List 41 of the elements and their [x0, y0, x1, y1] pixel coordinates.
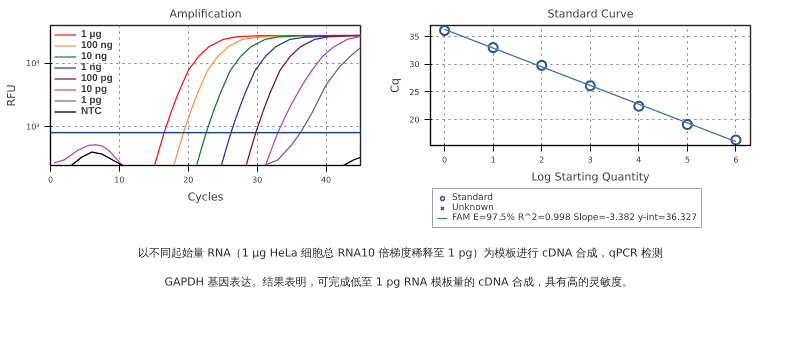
- y-axis-title: RFU: [5, 84, 18, 107]
- line-series: [245, 34, 360, 166]
- legend-label: 1 pg: [81, 95, 102, 106]
- y-tick-label: 25: [409, 88, 420, 97]
- y-tick-label: 10⁴: [26, 59, 40, 68]
- x-tick-label: 10: [114, 176, 124, 184]
- y-tick-label: 30: [409, 60, 420, 70]
- y-tick-label: 10³: [26, 122, 40, 132]
- legend-label: 1 μg: [81, 29, 102, 40]
- x-tick-label: 0: [442, 156, 448, 164]
- legend-label: NTC: [81, 106, 102, 117]
- x-tick-label: 40: [320, 176, 332, 184]
- legend-label: 100 pg: [81, 73, 113, 84]
- legend-label: FAM E=97.5% R^2=0.998 Slope=-3.382 y-int=36.327: [452, 213, 698, 223]
- point: [730, 134, 742, 146]
- y-tick-label: 35: [409, 32, 420, 42]
- point: [439, 26, 450, 36]
- y-axis-title: Cq: [388, 78, 402, 93]
- legend-label: 10 ng: [81, 51, 108, 62]
- x-tick-label: 0: [48, 176, 54, 184]
- x-tick-label: 30: [252, 176, 262, 184]
- line-series: [220, 35, 360, 166]
- x-tick-label: 3: [588, 156, 593, 164]
- line-series: [263, 46, 360, 166]
- x-tick-label: 5: [684, 156, 690, 164]
- text: 以不同起始量 RNA（1 μg HeLa 细胞总 RNA10 倍梯度稀释至 1 pg）为模板进行 cDNA 合成，qPCR 检测 GAPDH 基因表达。结果表明，可完成低至 1 pg RNA 模板量的 cDNA 合成，具有高的灵敏度。: [138, 246, 664, 288]
- legend-label: 1 ng: [81, 62, 102, 73]
- x-tick-label: 4: [636, 156, 642, 164]
- x-axis-title: Log Starting Quantity: [531, 170, 650, 184]
- y-tick-label: 20: [409, 116, 420, 125]
- x-axis-title: Cycles: [188, 190, 224, 204]
- x-tick-label: 2: [539, 156, 544, 164]
- x-tick-label: 6: [733, 156, 738, 164]
- legend-label: Standard: [452, 193, 493, 203]
- chart-title: Amplification: [169, 8, 242, 20]
- legend-label: Unknown: [452, 203, 494, 213]
- legend-label: 10 pg: [81, 84, 108, 95]
- x-tick-label: 1: [490, 156, 496, 164]
- legend-label: 100 ng: [81, 40, 113, 51]
- chart-title: Standard Curve: [548, 8, 634, 20]
- x-tick-label: 20: [183, 176, 194, 184]
